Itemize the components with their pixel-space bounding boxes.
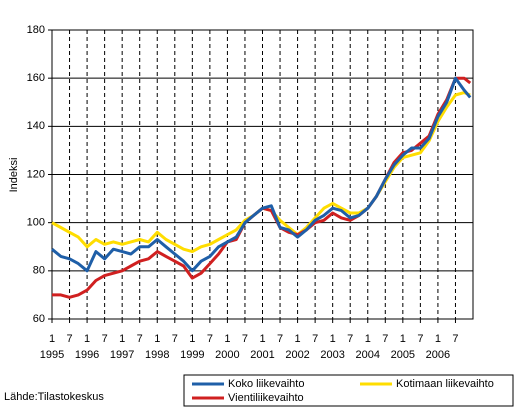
- year-label: 2006: [426, 349, 450, 361]
- x-tick-label: 1: [84, 333, 90, 345]
- legend-label: Vientiliikevaihto: [228, 392, 304, 404]
- year-label: 1996: [75, 349, 99, 361]
- x-tick-label: 1: [365, 333, 371, 345]
- x-tick-label: 7: [312, 333, 318, 345]
- year-label: 2001: [250, 349, 274, 361]
- y-tick-label: 100: [27, 217, 45, 229]
- y-tick-label: 140: [27, 120, 45, 132]
- x-tick-label: 1: [224, 333, 230, 345]
- year-label: 2004: [356, 349, 380, 361]
- x-tick-label: 7: [382, 333, 388, 345]
- x-tick-label: 7: [102, 333, 108, 345]
- x-tick-label: 1: [154, 333, 160, 345]
- x-tick-label: 1: [119, 333, 125, 345]
- year-label: 2003: [320, 349, 344, 361]
- y-tick-label: 180: [27, 24, 45, 36]
- y-axis-label: Indeksi: [8, 158, 20, 193]
- y-tick-label: 160: [27, 72, 45, 84]
- x-tick-label: 1: [259, 333, 265, 345]
- x-tick-label: 7: [347, 333, 353, 345]
- year-label: 1998: [145, 349, 169, 361]
- x-tick-label: 1: [435, 333, 441, 345]
- year-label: 1995: [40, 349, 64, 361]
- x-tick-label: 7: [172, 333, 178, 345]
- x-tick-label: 7: [66, 333, 72, 345]
- x-tick-label: 1: [189, 333, 195, 345]
- y-tick-label: 60: [33, 313, 45, 325]
- x-tick-label: 7: [242, 333, 248, 345]
- x-tick-label: 7: [207, 333, 213, 345]
- x-tick-label: 7: [137, 333, 143, 345]
- legend-box: [183, 374, 514, 407]
- x-tick-label: 1: [330, 333, 336, 345]
- legend-label: Kotimaan liikevaihto: [396, 378, 494, 390]
- year-label: 1999: [180, 349, 204, 361]
- year-label: 2000: [215, 349, 239, 361]
- x-tick-label: 7: [417, 333, 423, 345]
- year-label: 2002: [285, 349, 309, 361]
- x-tick-label: 1: [49, 333, 55, 345]
- year-label: 2005: [391, 349, 415, 361]
- x-tick-label: 1: [295, 333, 301, 345]
- series-line: [51, 76, 472, 273]
- x-tick-label: 7: [452, 333, 458, 345]
- plot-frame: [51, 29, 474, 320]
- x-tick-label: 1: [400, 333, 406, 345]
- x-tick-label: 7: [277, 333, 283, 345]
- source: Lähde:Tilastokeskus: [4, 391, 104, 403]
- year-label: 1997: [110, 349, 134, 361]
- legend-label: Koko liikevaihto: [228, 378, 304, 390]
- y-tick-label: 120: [27, 168, 45, 180]
- y-tick-label: 80: [33, 265, 45, 277]
